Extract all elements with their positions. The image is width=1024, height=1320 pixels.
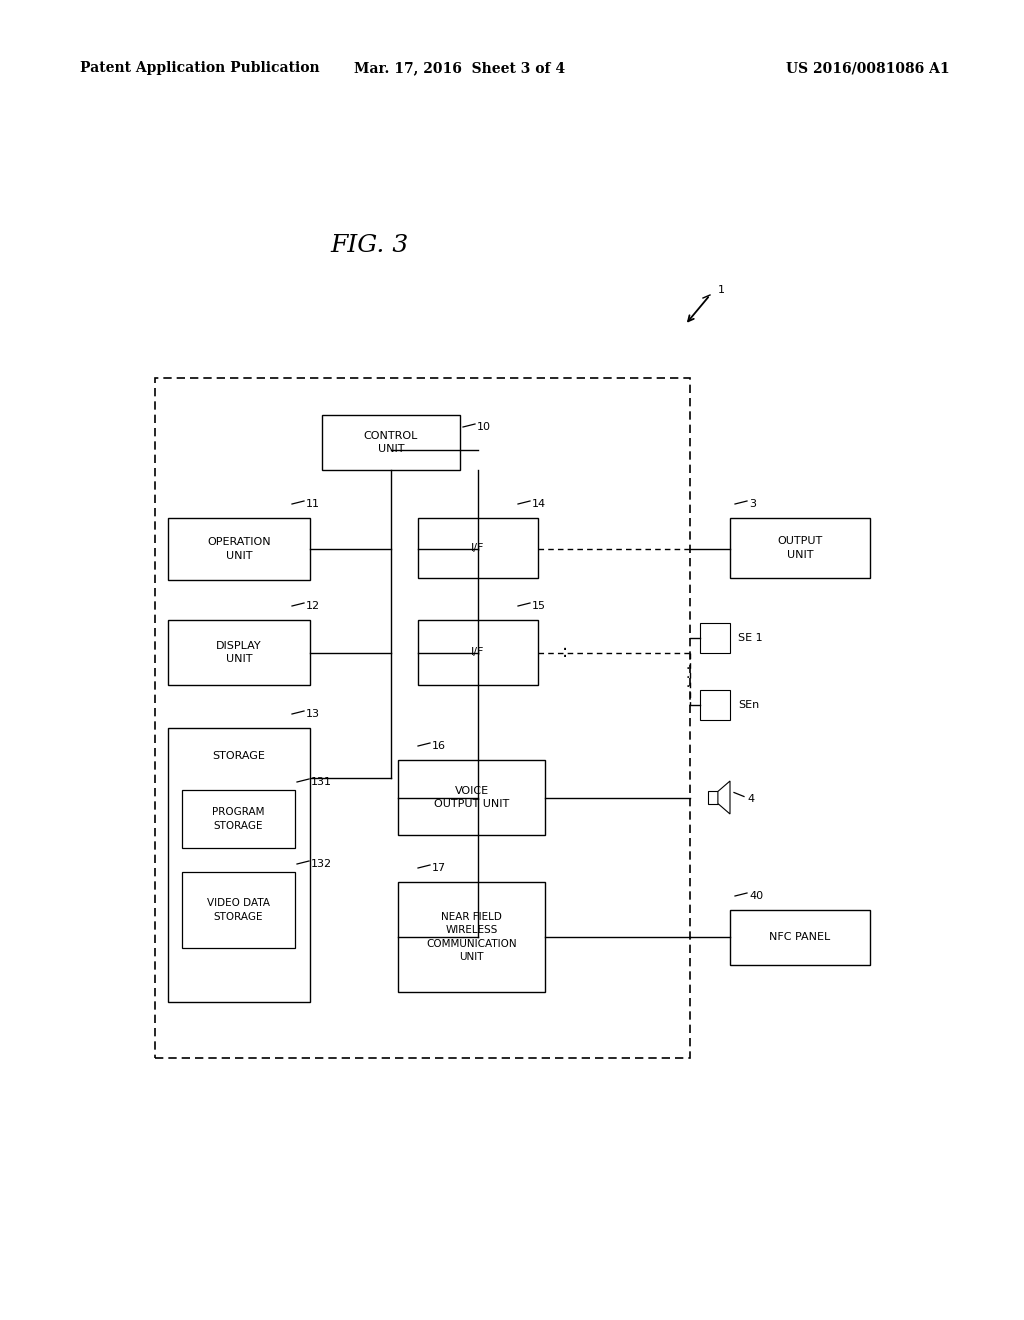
Polygon shape (718, 781, 730, 814)
Bar (182, 873, 295, 948)
Text: VIDEO DATA
STORAGE: VIDEO DATA STORAGE (207, 899, 270, 921)
Text: 4: 4 (746, 795, 754, 804)
Text: 12: 12 (306, 601, 321, 611)
Text: 1: 1 (718, 285, 725, 294)
Bar (418, 620, 538, 685)
Text: 14: 14 (532, 499, 546, 510)
Bar (182, 789, 295, 847)
Text: 16: 16 (432, 741, 446, 751)
Text: 3: 3 (749, 499, 756, 510)
Bar (168, 517, 310, 579)
Text: Patent Application Publication: Patent Application Publication (80, 61, 319, 75)
Text: VOICE
OUTPUT UNIT: VOICE OUTPUT UNIT (434, 785, 509, 809)
Text: STORAGE: STORAGE (213, 751, 265, 762)
Text: NEAR FIELD
WIRELESS
COMMUNICATION
UNIT: NEAR FIELD WIRELESS COMMUNICATION UNIT (426, 912, 517, 962)
Text: 40: 40 (749, 891, 763, 902)
Text: OPERATION
UNIT: OPERATION UNIT (207, 537, 270, 561)
Text: Mar. 17, 2016  Sheet 3 of 4: Mar. 17, 2016 Sheet 3 of 4 (354, 61, 565, 75)
Bar (418, 517, 538, 578)
Text: 132: 132 (311, 859, 332, 869)
Text: I/F: I/F (471, 543, 484, 553)
Text: 131: 131 (311, 777, 332, 787)
Text: 10: 10 (477, 422, 490, 432)
Text: DISPLAY
UNIT: DISPLAY UNIT (216, 642, 262, 664)
Text: 11: 11 (306, 499, 319, 510)
Bar (730, 517, 870, 578)
Bar (398, 882, 545, 993)
Text: SEn: SEn (738, 700, 759, 710)
Bar (700, 623, 730, 653)
Text: 13: 13 (306, 709, 319, 719)
Bar (730, 909, 870, 965)
Bar (700, 690, 730, 719)
Text: FIG. 3: FIG. 3 (331, 234, 410, 256)
Bar (398, 760, 545, 836)
Text: PROGRAM
STORAGE: PROGRAM STORAGE (212, 808, 265, 830)
Bar (708, 792, 718, 804)
Bar (155, 378, 690, 1059)
Text: SE 1: SE 1 (738, 634, 763, 643)
Text: :: : (562, 643, 568, 661)
Bar (168, 620, 310, 685)
Text: ·: · (686, 671, 690, 685)
Text: 15: 15 (532, 601, 546, 611)
Bar (168, 729, 310, 1002)
Text: ·: · (686, 663, 690, 676)
Text: NFC PANEL: NFC PANEL (769, 932, 830, 942)
Text: 17: 17 (432, 863, 446, 873)
Text: US 2016/0081086 A1: US 2016/0081086 A1 (786, 61, 950, 75)
Text: OUTPUT
UNIT: OUTPUT UNIT (777, 536, 822, 560)
Text: ·: · (686, 680, 690, 694)
Text: I/F: I/F (471, 648, 484, 657)
Bar (322, 414, 460, 470)
Text: CONTROL
UNIT: CONTROL UNIT (364, 430, 418, 454)
